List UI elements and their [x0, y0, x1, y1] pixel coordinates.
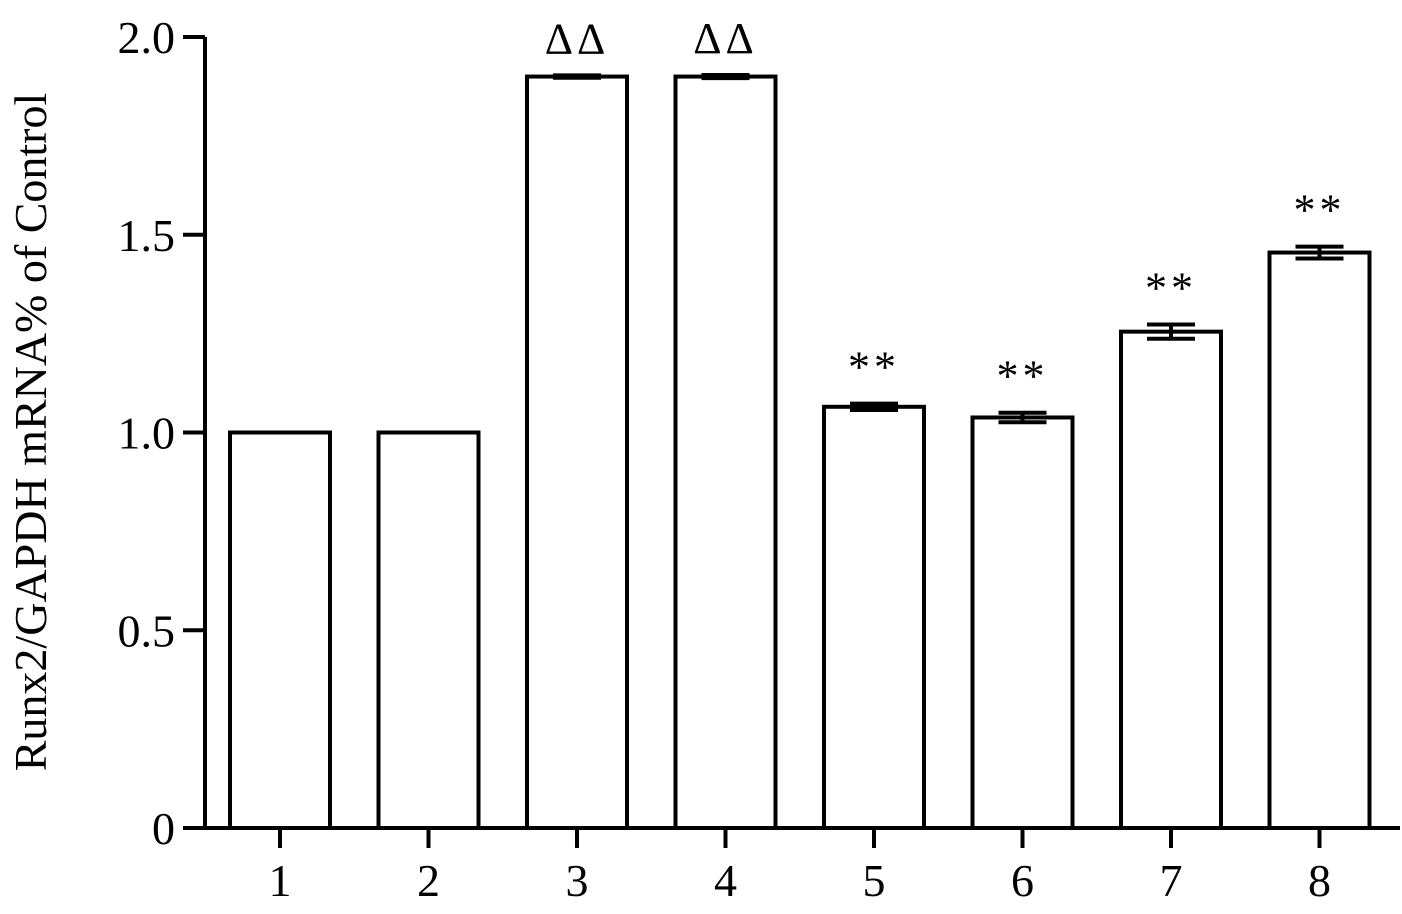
- bar: [673, 74, 778, 831]
- x-tick-label: 5: [863, 855, 886, 906]
- y-tick-label: 1.5: [118, 210, 176, 261]
- significance-label: ΔΔ: [545, 14, 610, 63]
- y-axis: 0 0.5 1.0 1.5 2.0: [118, 12, 207, 854]
- bar: [1267, 250, 1372, 831]
- x-tick-label: 3: [566, 855, 589, 906]
- significance-label: **: [997, 352, 1049, 401]
- significance-label: **: [1294, 186, 1346, 235]
- x-tick-label: 6: [1011, 855, 1034, 906]
- y-tick-label: 0.5: [118, 605, 176, 656]
- significance-label: ΔΔ: [693, 14, 758, 63]
- bar: [970, 415, 1075, 830]
- significance-label: **: [848, 343, 900, 392]
- y-tick-label: 1.0: [118, 408, 176, 459]
- x-tick-label: 2: [417, 855, 440, 906]
- y-tick-label: 2.0: [118, 12, 176, 63]
- x-tick-label: 8: [1308, 855, 1331, 906]
- bar: [822, 404, 926, 830]
- bar: [376, 430, 481, 830]
- bars: [228, 74, 1372, 831]
- bar: [228, 430, 332, 830]
- y-axis-label: Runx2/GAPDH mRNA% of Control: [5, 93, 56, 772]
- x-tick-label: 1: [269, 855, 292, 906]
- bar: [1119, 329, 1223, 830]
- error-bars: [553, 72, 1344, 425]
- x-tick-label: 7: [1160, 855, 1183, 906]
- significance-label: **: [1145, 264, 1197, 313]
- bar: [525, 74, 629, 831]
- y-tick-label: 0: [152, 803, 175, 854]
- x-tick-label: 4: [714, 855, 737, 906]
- significance-annotations: ΔΔ ΔΔ ** ** ** **: [545, 14, 1346, 401]
- x-axis: 1 2 3 4 5 6 7 8: [203, 826, 1400, 906]
